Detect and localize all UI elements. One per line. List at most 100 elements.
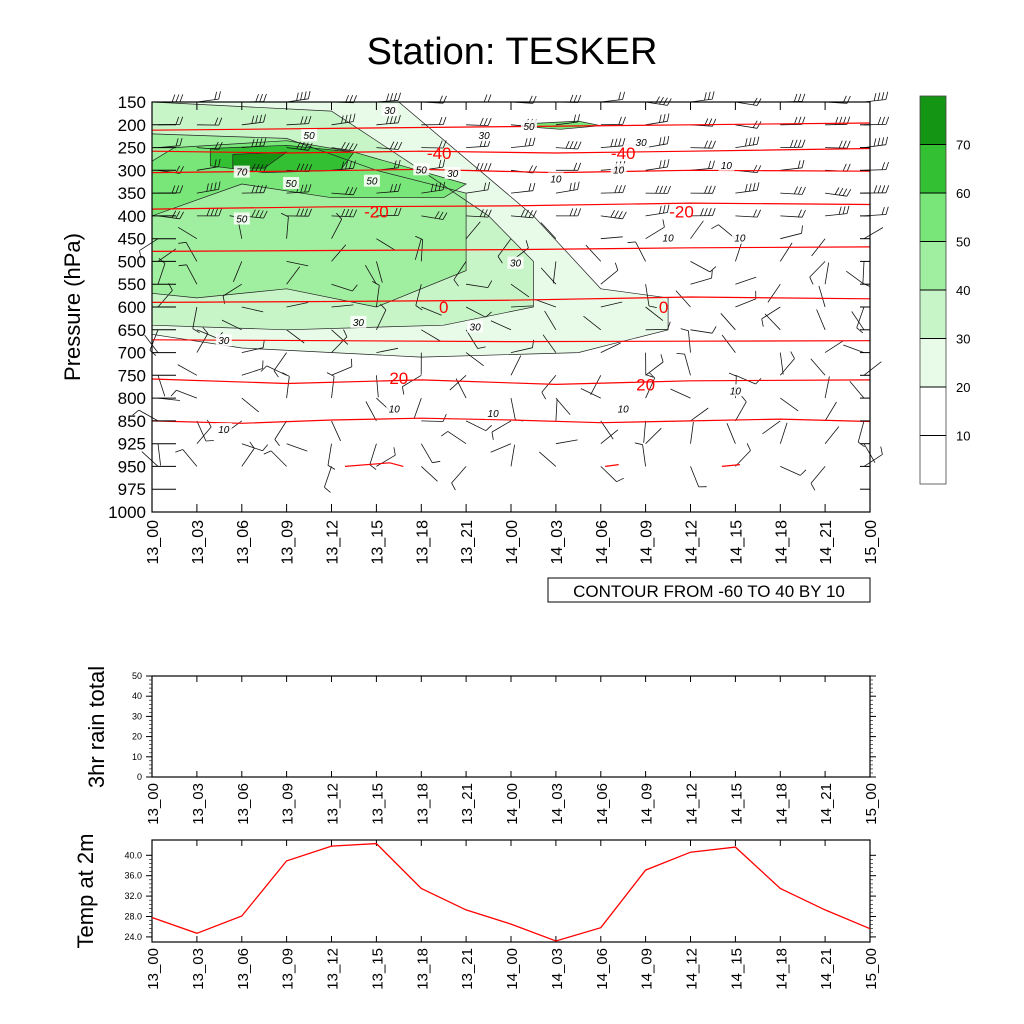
wind-barb-feather (881, 92, 885, 101)
wind-barb-feather (263, 164, 268, 173)
wind-barb-feather (393, 141, 399, 150)
time-tick-label: 14_18 (773, 520, 790, 565)
wind-barb-shaft (645, 284, 650, 307)
wind-barb (600, 420, 614, 440)
wind-barb (510, 444, 515, 467)
wind-barb (645, 306, 664, 321)
wind-barb-feather (255, 163, 260, 172)
wind-barb-feather (708, 140, 712, 149)
wind-barb-feather (618, 92, 621, 101)
wind-barb-feather (386, 93, 390, 102)
y-tick-label: 10 (132, 752, 142, 762)
wind-barb-feather (663, 205, 666, 214)
wind-barb (540, 267, 557, 285)
wind-barb (810, 358, 826, 376)
wind-barb (331, 304, 354, 308)
wind-barb (280, 212, 289, 239)
time-axis: 13_00 13_03 13_06 13_09 13_12 13_15 13_18 13_21… (145, 102, 880, 565)
contour-label: 10 (660, 231, 677, 245)
wind-barb-shaft (849, 381, 865, 399)
wind-barb-shaft (221, 319, 242, 331)
wind-barb-feather (415, 235, 423, 240)
colorbar-label: 30 (956, 332, 970, 347)
wind-barb-feather (349, 209, 354, 217)
wind-barb-feather (618, 211, 623, 219)
wind-barb-shaft (413, 397, 422, 420)
wind-barb (233, 261, 243, 282)
wind-barb-feather (178, 241, 187, 244)
x-tick-label: 14_06 (594, 948, 611, 990)
wind-barb-feather (577, 94, 582, 103)
wind-barb-feather (659, 96, 664, 105)
wind-barb-feather (885, 161, 889, 170)
colorbar-label: 20 (956, 380, 970, 395)
contour-label-text: 10 (488, 409, 500, 420)
wind-barb-shaft (540, 267, 557, 285)
wind-barb-feather (205, 440, 214, 442)
wind-barb-feather (838, 140, 843, 149)
wind-barb (441, 431, 467, 445)
wind-barb (810, 466, 826, 491)
wind-barb-feather (206, 419, 212, 428)
wind-barb-feather (708, 91, 711, 100)
wind-barb (331, 329, 349, 345)
wind-barb-shaft (780, 466, 801, 476)
wind-barb-shaft (286, 443, 308, 452)
time-tick-label: 13_18 (414, 520, 431, 565)
wind-barb-feather (525, 240, 529, 249)
wind-barb (863, 227, 884, 240)
wind-barb-shaft (331, 420, 341, 442)
wind-barb (645, 284, 657, 308)
contour-label: 30 (444, 167, 461, 180)
time-tick-label: 13_15 (369, 520, 386, 565)
wind-barb-feather (667, 204, 670, 213)
wind-barb-feather (622, 184, 626, 193)
wind-barb (178, 264, 198, 285)
wind-barb (326, 372, 335, 399)
wind-barb-feather (797, 186, 802, 195)
wind-barb-feather (569, 208, 574, 217)
wind-barb (555, 439, 578, 445)
wind-barb (196, 208, 223, 217)
wind-barb-shaft (286, 302, 309, 308)
wind-barb (331, 186, 358, 196)
wind-barb-feather (881, 116, 886, 125)
wind-barb-feather (577, 114, 580, 123)
wind-barb-feather (838, 187, 844, 196)
wind-barb-shaft (331, 376, 335, 399)
wind-barb-feather (251, 185, 255, 194)
wind-barb-shaft (465, 352, 484, 367)
wind-barb-shaft (735, 401, 747, 422)
wind-barb (645, 159, 670, 171)
contour-label: 30 (633, 136, 650, 149)
wind-barb-feather (214, 159, 217, 168)
wind-barb-shaft (510, 347, 533, 353)
wind-barb-feather (296, 163, 301, 172)
pressure-tick-label: 400 (118, 207, 146, 226)
wind-barb-feather (352, 284, 358, 292)
wind-barb-shaft (539, 451, 557, 467)
wind-barb-shaft (863, 454, 883, 467)
contour-label-text: 50 (304, 131, 316, 142)
wind-barb-shaft (141, 451, 159, 467)
wind-barb-feather (260, 365, 267, 372)
wind-barb (376, 183, 401, 194)
wind-barb-feather (877, 137, 881, 146)
wind-barb (221, 319, 242, 331)
wind-barb-feather (877, 92, 881, 101)
wind-barb-feather (179, 137, 183, 146)
wind-barb-shaft (645, 212, 668, 217)
wind-barb-feather (487, 182, 490, 190)
wind-barb (372, 281, 380, 308)
wind-barb-feather (541, 392, 547, 400)
temp-contour--40 (151, 122, 871, 131)
contour-label-text: 30 (353, 318, 365, 329)
wind-barb-shaft (144, 334, 159, 353)
wind-barb-feather (659, 137, 662, 146)
wind-barb (421, 140, 447, 149)
wind-barb (465, 221, 481, 239)
temp-contour-40 (721, 464, 740, 467)
wind-barb-feather (756, 121, 762, 129)
x-tick-label: 14_12 (684, 783, 701, 825)
wind-barb-feather (711, 224, 719, 230)
